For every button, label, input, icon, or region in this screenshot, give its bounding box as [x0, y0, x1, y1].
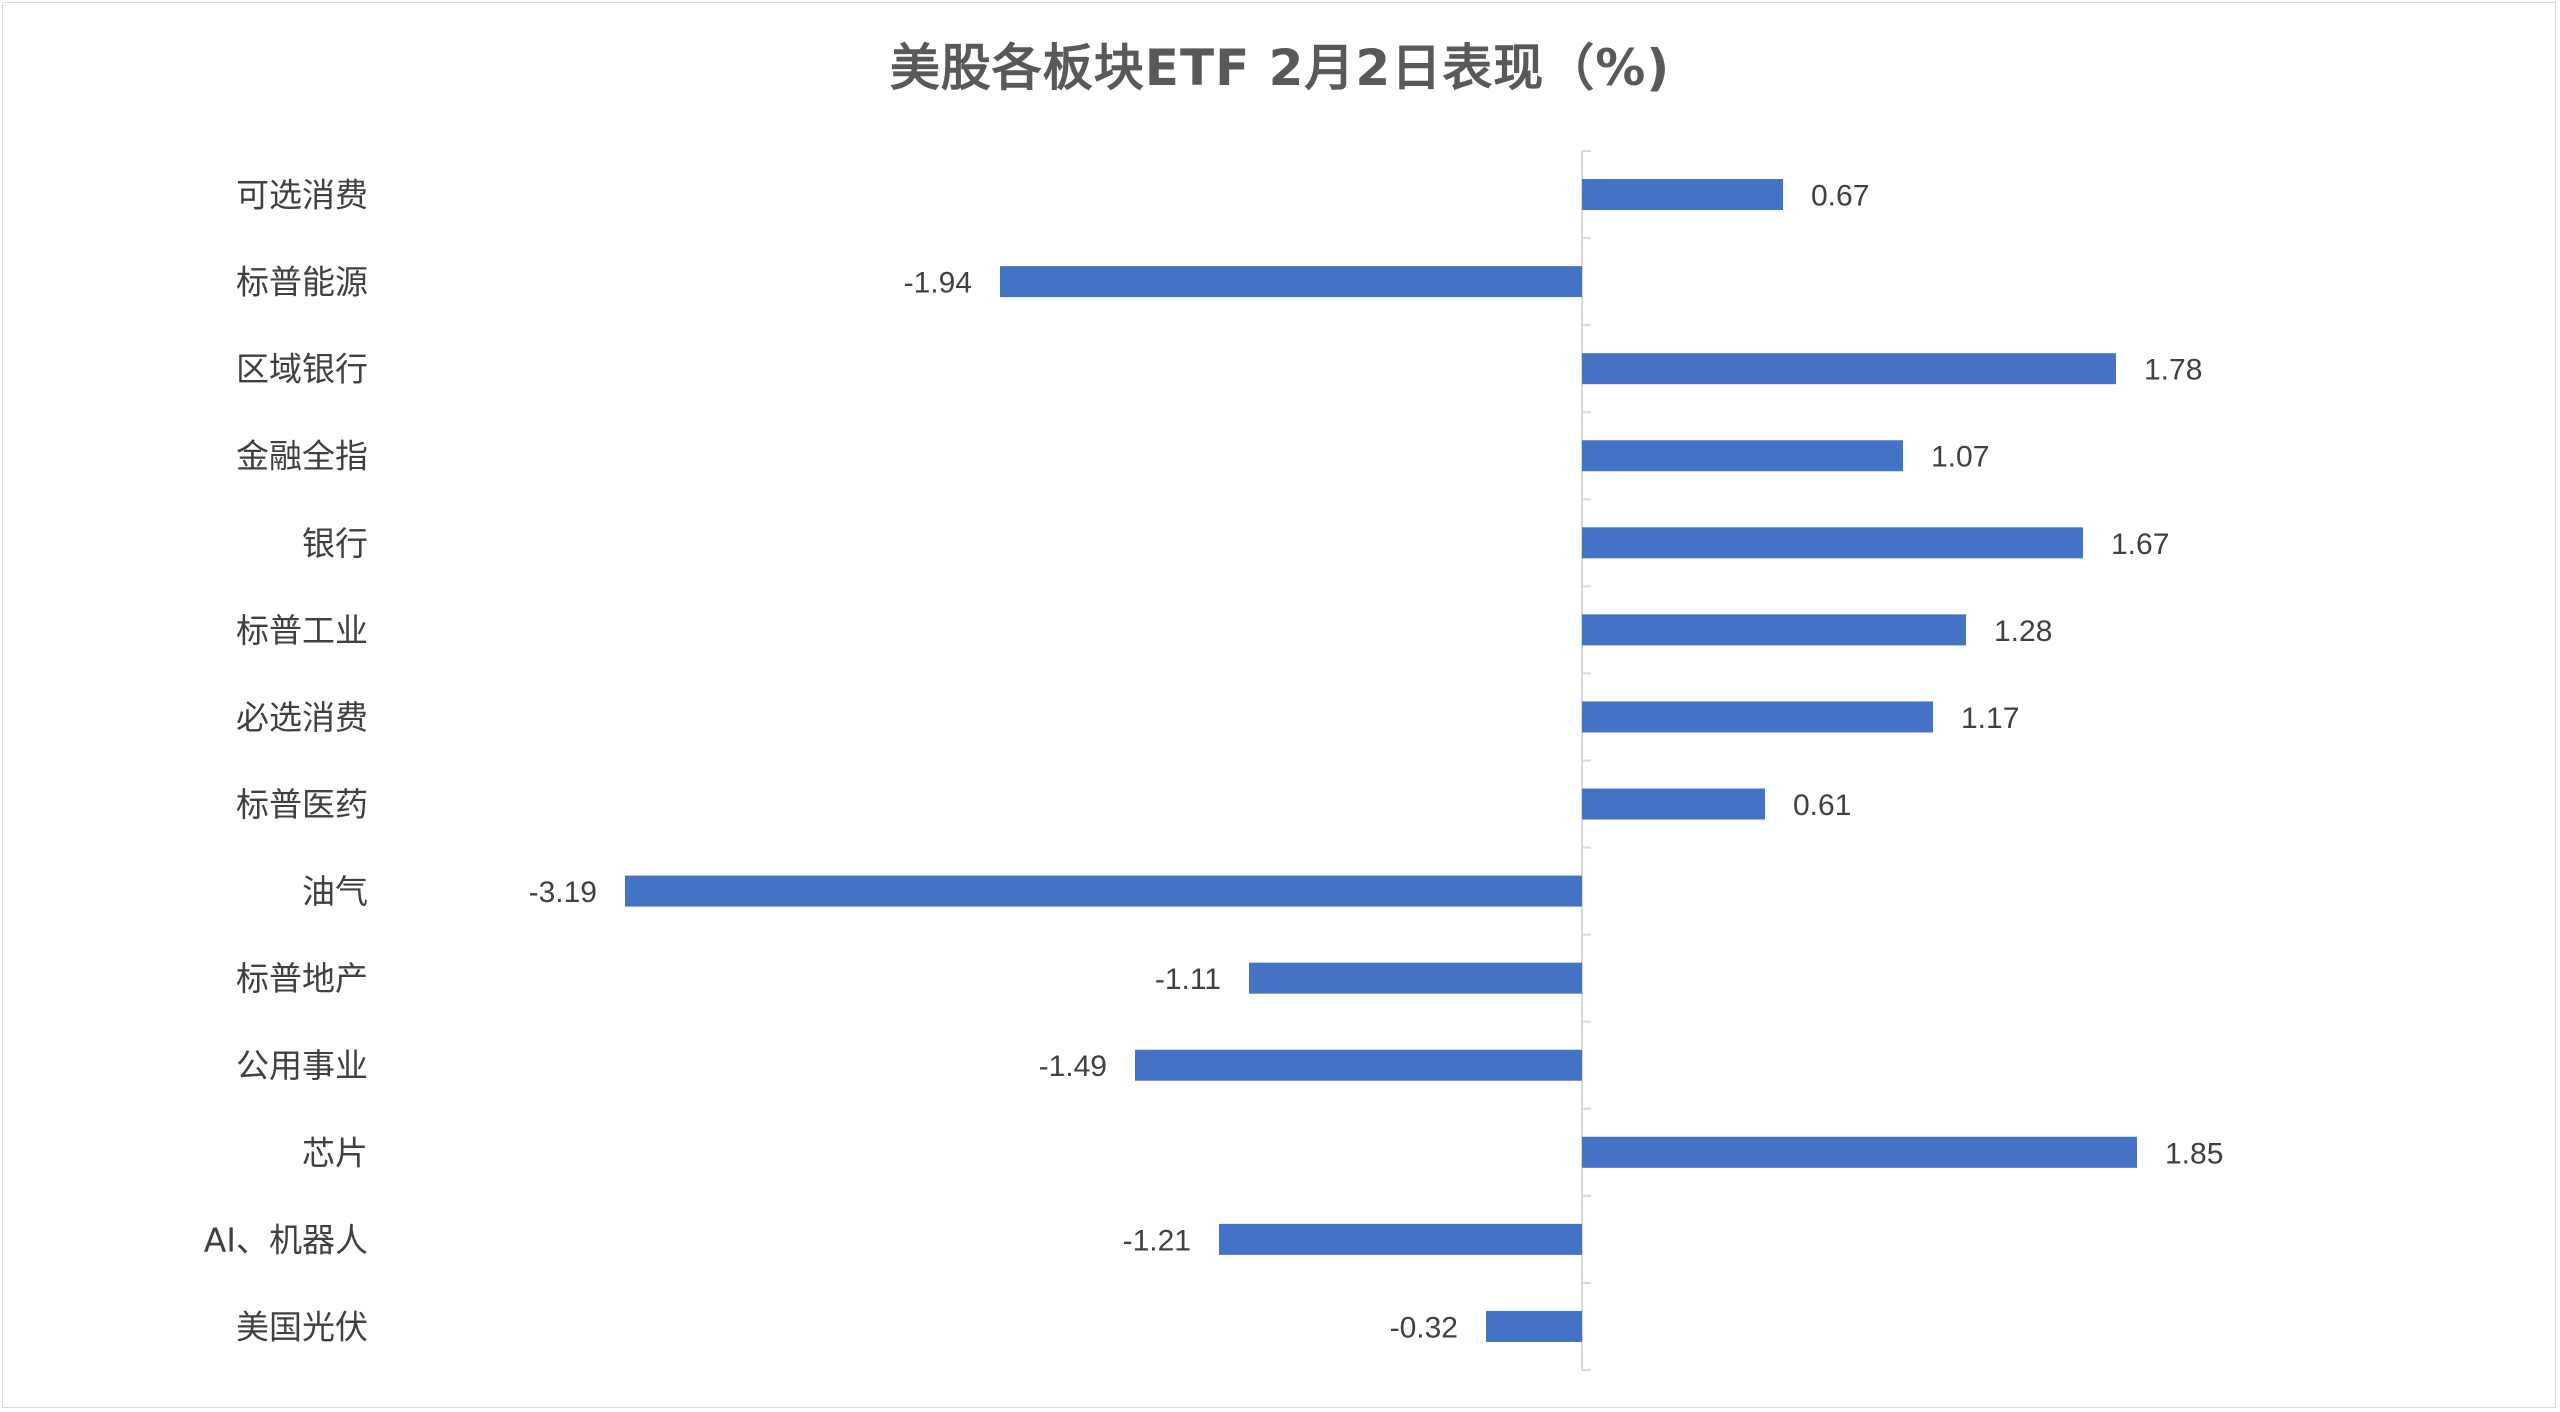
data-label: -0.32 — [1390, 1311, 1458, 1344]
label-layer: 可选消费 0.67 标普能源 -1.94 区域银行 1.78 金融全指 1.07 银行 1.67 标… — [204, 176, 2224, 1347]
data-label: -3.19 — [529, 876, 597, 909]
bar — [1582, 788, 1765, 820]
bar — [1486, 1310, 1582, 1342]
category-label: 标普地产 — [236, 959, 368, 998]
bar — [1582, 1136, 2137, 1168]
data-label: 1.67 — [2111, 528, 2169, 561]
data-label: -1.94 — [904, 267, 972, 300]
category-label: AI、机器人 — [204, 1220, 368, 1259]
bar — [1582, 614, 1966, 646]
category-label: 标普医药 — [236, 785, 368, 824]
bar — [1249, 962, 1582, 994]
bar — [625, 875, 1582, 907]
bar — [1582, 353, 2116, 385]
data-label: 1.17 — [1961, 702, 2019, 735]
category-label: 可选消费 — [236, 176, 368, 215]
bar — [1000, 266, 1582, 298]
bar — [1135, 1049, 1582, 1081]
bar — [1219, 1223, 1582, 1255]
data-label: 0.67 — [1811, 180, 1869, 213]
bar — [1582, 701, 1933, 733]
data-label: 1.85 — [2165, 1137, 2223, 1170]
category-label: 金融全指 — [236, 437, 368, 476]
bar-layer — [625, 179, 2137, 1342]
bar — [1582, 440, 1903, 472]
data-label: -1.21 — [1123, 1224, 1191, 1257]
bar — [1582, 527, 2083, 559]
category-label: 芯片 — [302, 1133, 368, 1172]
data-label: 1.78 — [2144, 354, 2202, 387]
category-label: 必选消费 — [236, 698, 368, 737]
category-label: 公用事业 — [236, 1046, 368, 1085]
bar — [1582, 179, 1783, 211]
category-label: 美国光伏 — [236, 1307, 368, 1346]
data-label: -1.49 — [1039, 1050, 1107, 1083]
data-label: 1.28 — [1994, 615, 2052, 648]
category-label: 标普工业 — [236, 611, 368, 650]
data-label: -1.11 — [1155, 963, 1221, 996]
chart-title: 美股各板块ETF 2月2日表现（%) — [889, 39, 1671, 97]
axis-layer — [1581, 150, 1591, 1371]
category-label: 标普能源 — [236, 263, 368, 302]
data-label: 1.07 — [1931, 441, 1989, 474]
data-label: 0.61 — [1793, 789, 1851, 822]
category-label: 银行 — [302, 524, 368, 563]
category-label: 区域银行 — [236, 350, 368, 389]
category-label: 油气 — [302, 872, 368, 911]
